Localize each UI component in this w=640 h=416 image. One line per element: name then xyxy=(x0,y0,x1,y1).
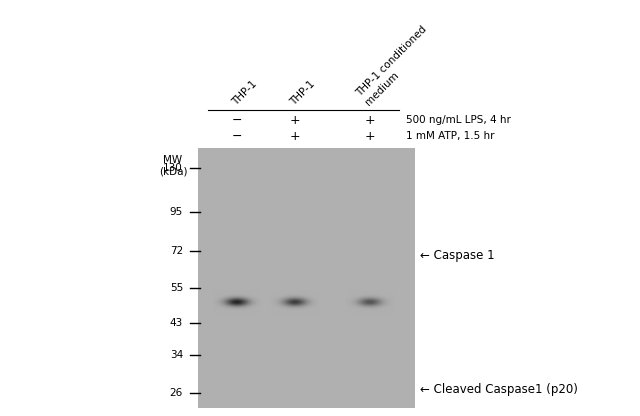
Text: 34: 34 xyxy=(170,351,183,361)
Text: THP-1: THP-1 xyxy=(230,79,259,107)
Text: ← Caspase 1: ← Caspase 1 xyxy=(420,248,495,262)
Bar xyxy=(198,148,415,408)
Text: THP-1: THP-1 xyxy=(288,79,316,107)
Text: ← Cleaved Caspase1 (p20): ← Cleaved Caspase1 (p20) xyxy=(420,384,578,396)
Text: 500 ng/mL LPS, 4 hr: 500 ng/mL LPS, 4 hr xyxy=(406,115,511,125)
Text: −: − xyxy=(232,129,243,143)
Text: 43: 43 xyxy=(170,318,183,328)
Text: 130: 130 xyxy=(163,163,183,173)
Text: +: + xyxy=(365,129,375,143)
Text: THP-1 conditioned
medium: THP-1 conditioned medium xyxy=(355,25,437,107)
Text: +: + xyxy=(365,114,375,126)
Text: +: + xyxy=(290,129,300,143)
Text: 1 mM ATP, 1.5 hr: 1 mM ATP, 1.5 hr xyxy=(406,131,495,141)
Text: MW
(kDa): MW (kDa) xyxy=(159,155,188,177)
Text: 95: 95 xyxy=(170,207,183,217)
Text: 26: 26 xyxy=(170,388,183,398)
Text: −: − xyxy=(232,114,243,126)
Text: 55: 55 xyxy=(170,283,183,293)
Text: 72: 72 xyxy=(170,245,183,255)
Text: +: + xyxy=(290,114,300,126)
